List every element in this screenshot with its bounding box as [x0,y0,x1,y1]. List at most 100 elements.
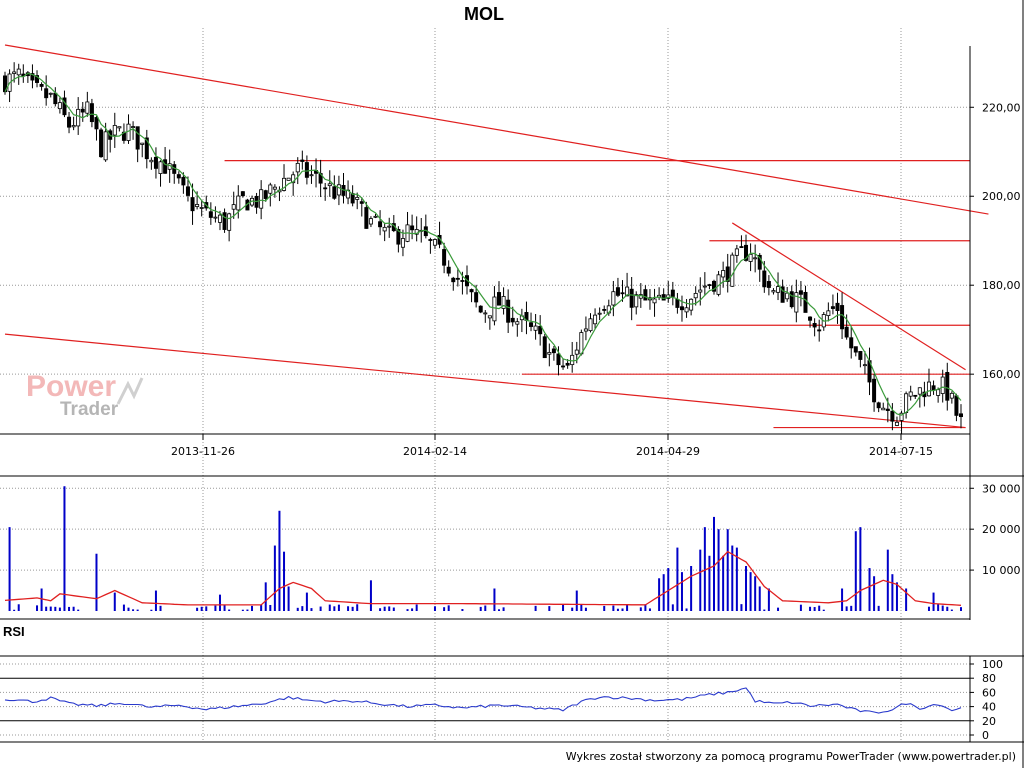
volume-bar [369,580,372,611]
volume-bar [461,609,464,611]
volume-bar [534,605,537,611]
powertrader-logo: Power Trader [26,370,144,420]
candle [355,192,360,210]
candle [487,315,492,330]
candle [666,281,671,303]
volume-bar [319,606,322,611]
volume-bar [411,608,414,611]
grid [0,28,970,740]
trendline [4,44,989,215]
volume-bar [745,566,748,611]
candle [140,142,145,158]
candle [323,182,328,201]
volume-bar [383,606,386,611]
candle [217,210,222,231]
candle [35,70,40,88]
price-moving-average-line [4,72,962,416]
candle [314,158,319,188]
candle [949,391,954,404]
volume-bar [726,529,729,611]
volume-bar [484,605,487,611]
candle [739,235,744,248]
candle [858,350,863,368]
volume-bar [571,607,574,611]
candle [190,183,195,225]
trendlines [4,44,989,429]
volume-bar [648,608,651,611]
volume-bar [708,555,711,611]
volume-bar [347,606,350,611]
volume-tick-label: 30 000 [982,482,1021,495]
volume-bar [639,607,642,611]
volume-bar [941,605,944,611]
volume-bar [63,486,66,611]
tick-labels: 220,00 200,00 180,00 160,00 30 000 20 000 10 0… [171,101,1020,742]
volume-bar [351,606,354,611]
footer-credit: Wykres został stworzony za pomocą progra… [566,750,1016,763]
volume-bar [392,607,395,611]
rsi-tick-label: 20 [982,715,996,728]
candle [410,214,415,240]
candle [789,285,794,309]
candle [373,213,378,219]
volume-tick-label: 10 000 [982,564,1021,577]
volume-bar [246,609,249,611]
volume-bar [644,604,647,611]
volume-bar [690,566,693,611]
candle [327,170,332,197]
volume-bar [685,608,688,611]
candle [776,272,781,301]
candle [524,301,529,335]
volume-bar [333,606,336,611]
rsi-tick-label: 100 [982,658,1003,671]
candle [808,316,813,328]
candle [222,208,227,233]
candle [44,75,49,106]
volume-bar [841,588,844,611]
volume-bar [95,553,98,611]
candle [117,126,122,132]
volume-bar [479,606,482,611]
volume-bar [113,592,116,611]
volume-bar [946,606,949,611]
candle [382,222,387,242]
candle [254,192,259,214]
volume-bar [159,605,162,611]
candle [515,318,520,337]
candle [346,180,351,205]
date-tick-label: 2013-11-26 [171,445,235,458]
candle [501,287,506,315]
candle [204,195,209,211]
volume-bar [845,606,848,611]
candle [21,64,26,83]
volume-bar [895,582,898,611]
volume-bar [301,606,304,611]
candle [277,186,282,202]
volume-bar [40,588,43,611]
volume-bar [873,576,876,611]
candle [506,289,511,334]
volume-bar [8,527,11,611]
price-tick-label: 180,00 [982,279,1021,292]
rsi-panel-title: RSI [3,624,25,639]
volume-bar [575,590,578,611]
candle [748,243,753,272]
candle [890,403,895,431]
volume-bar [72,606,75,611]
candle [734,244,739,263]
candle [849,326,854,359]
candle [766,275,771,296]
candle [615,277,620,298]
volume-bar [580,604,583,611]
candle [959,404,964,429]
volume-bar [498,609,501,611]
candle [593,308,598,330]
candle [538,315,543,346]
candle [94,115,99,141]
candle [451,276,456,291]
candle [144,129,149,169]
volume-bar [603,605,606,611]
volume-bar [58,607,61,611]
volume-bar [278,510,281,611]
volume-bar [260,604,263,611]
